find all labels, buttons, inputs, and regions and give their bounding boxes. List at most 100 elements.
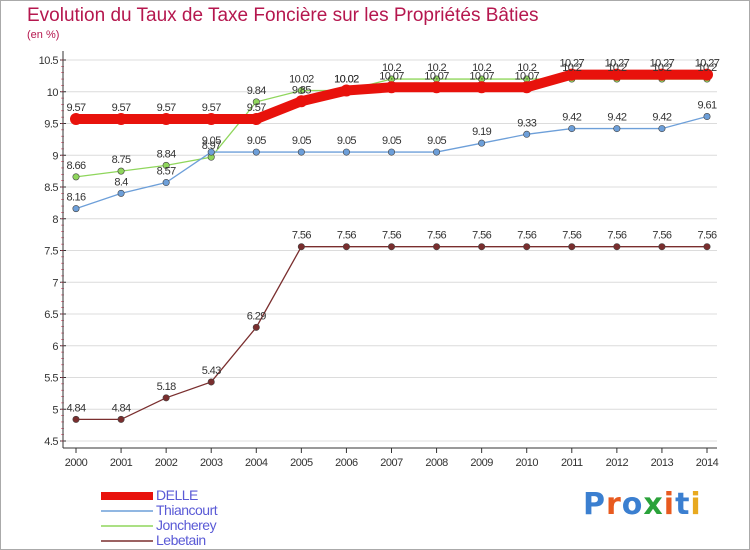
legend-swatch-thiancourt [101,510,153,512]
data-label-delle: 9.85 [292,84,311,96]
data-label-lebetain: 4.84 [112,402,131,414]
x-tick-label: 2003 [200,457,223,469]
data-label-delle: 10.02 [334,73,359,85]
y-tick-label: 6 [52,341,58,353]
data-point-thiancourt [252,148,260,156]
x-tick-label: 2009 [470,457,493,469]
data-label-delle: 10.07 [514,70,539,82]
data-point-joncherey [162,161,170,169]
legend-swatch-delle [101,492,153,500]
data-point-thiancourt [478,139,486,147]
data-label-lebetain: 4.84 [66,402,85,414]
y-tick-label: 10 [47,87,59,99]
x-tick-label: 2005 [290,457,313,469]
data-point-delle [250,113,263,126]
logo-letter: x [643,487,664,522]
logo-letter: o [621,487,644,522]
data-point-thiancourt [207,148,215,156]
x-tick-label: 2010 [515,457,538,469]
data-label-lebetain: 5.43 [202,365,221,377]
data-point-thiancourt [297,148,305,156]
data-point-thiancourt [342,148,350,156]
data-label-thiancourt: 9.05 [427,135,446,147]
data-label-thiancourt: 9.42 [562,112,581,124]
data-label-lebetain: 7.56 [607,230,626,242]
data-label-joncherey: 10.2 [382,62,401,74]
data-label-thiancourt: 9.05 [337,135,356,147]
x-tick-label: 2002 [155,457,178,469]
data-point-lebetain [342,243,350,251]
data-label-lebetain: 7.56 [472,230,491,242]
data-point-joncherey [297,86,305,94]
data-point-thiancourt [703,113,711,121]
data-label-joncherey: 10.2 [697,62,716,74]
series-line-thiancourt [75,115,708,210]
legend-label-delle: DELLE [156,487,198,503]
data-label-lebetain: 7.56 [517,230,536,242]
data-label-thiancourt: 9.05 [382,135,401,147]
data-point-lebetain [72,415,80,423]
data-point-joncherey [117,167,125,175]
data-label-delle: 9.57 [112,102,131,114]
data-label-thiancourt: 9.05 [202,135,221,147]
data-point-lebetain [523,243,531,251]
data-point-lebetain [387,243,395,251]
chart-title: Evolution du Taux de Taxe Foncière sur l… [27,5,539,26]
data-label-thiancourt: 8.4 [114,176,128,188]
data-label-delle: 10.27 [650,58,675,70]
x-tick-label: 2007 [380,457,403,469]
data-label-lebetain: 7.56 [697,230,716,242]
data-point-thiancourt [523,130,531,138]
data-point-thiancourt [162,179,170,187]
x-tick-label: 2001 [110,457,133,469]
data-label-joncherey: 10.2 [607,62,626,74]
y-tick-label: 7.5 [44,246,58,258]
data-label-joncherey: 10.2 [517,62,536,74]
x-tick-label: 2008 [425,457,448,469]
logo-letter: i [690,487,702,522]
data-point-lebetain [433,243,441,251]
y-tick-label: 5.5 [44,373,58,385]
data-label-joncherey: 10.02 [334,73,359,85]
data-point-delle [610,68,623,81]
data-point-lebetain [117,415,125,423]
y-tick-label: 9.5 [44,119,58,131]
data-label-lebetain: 7.56 [652,230,671,242]
data-point-lebetain [478,243,486,251]
logo-letter: P [583,487,606,522]
data-point-thiancourt [387,148,395,156]
data-point-lebetain [207,378,215,386]
data-point-delle [565,68,578,81]
logo-letter: i [663,487,676,522]
data-label-joncherey: 10.2 [427,62,446,74]
data-point-lebetain [297,243,305,251]
logo-letter: t [675,487,691,522]
legend-label-thiancourt: Thiancourt [156,502,218,518]
unit-label: (en %) [27,29,60,41]
data-label-thiancourt: 9.42 [607,112,626,124]
x-tick-label: 2014 [696,457,719,469]
data-label-joncherey: 8.84 [157,148,176,160]
x-tick-label: 2011 [561,457,583,469]
x-tick-label: 2006 [335,457,358,469]
logo-letter: r [606,487,622,522]
data-point-lebetain [252,323,260,331]
data-point-delle [115,113,128,126]
data-label-joncherey: 8.97 [202,140,221,152]
data-point-joncherey [252,98,260,106]
data-label-lebetain: 7.56 [292,230,311,242]
data-label-lebetain: 6.29 [247,310,266,322]
y-tick-label: 4.5 [44,436,58,448]
data-point-thiancourt [72,205,80,213]
data-label-joncherey: 8.66 [66,160,85,172]
data-point-delle [430,81,443,94]
data-point-delle [655,68,668,81]
data-label-thiancourt: 9.19 [472,126,491,138]
legend-swatch-lebetain [101,540,153,542]
data-point-delle [205,113,218,126]
data-point-lebetain [703,243,711,251]
data-label-thiancourt: 9.33 [517,117,536,129]
y-tick-label: 7 [52,277,58,289]
data-label-joncherey: 10.2 [562,62,581,74]
